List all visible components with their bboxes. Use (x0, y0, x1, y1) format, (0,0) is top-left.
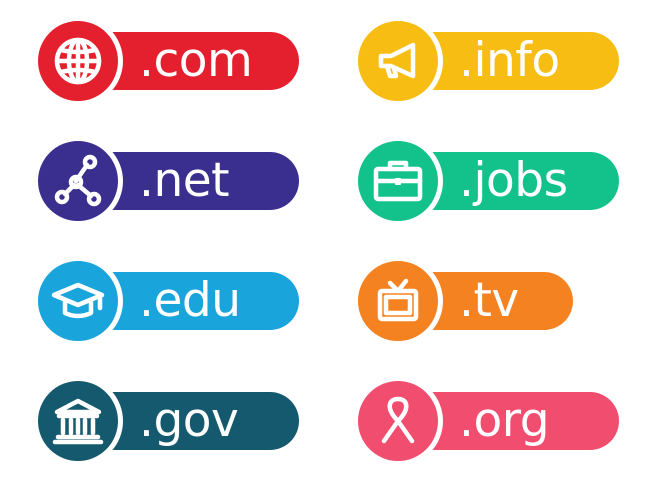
briefcase-icon (353, 136, 443, 226)
network-icon (33, 136, 123, 226)
government-building-icon (33, 376, 123, 466)
globe-icon (33, 16, 123, 106)
television-icon (353, 256, 443, 346)
awareness-ribbon-icon (353, 376, 443, 466)
megaphone-icon (353, 16, 443, 106)
graduation-cap-icon (33, 256, 123, 346)
